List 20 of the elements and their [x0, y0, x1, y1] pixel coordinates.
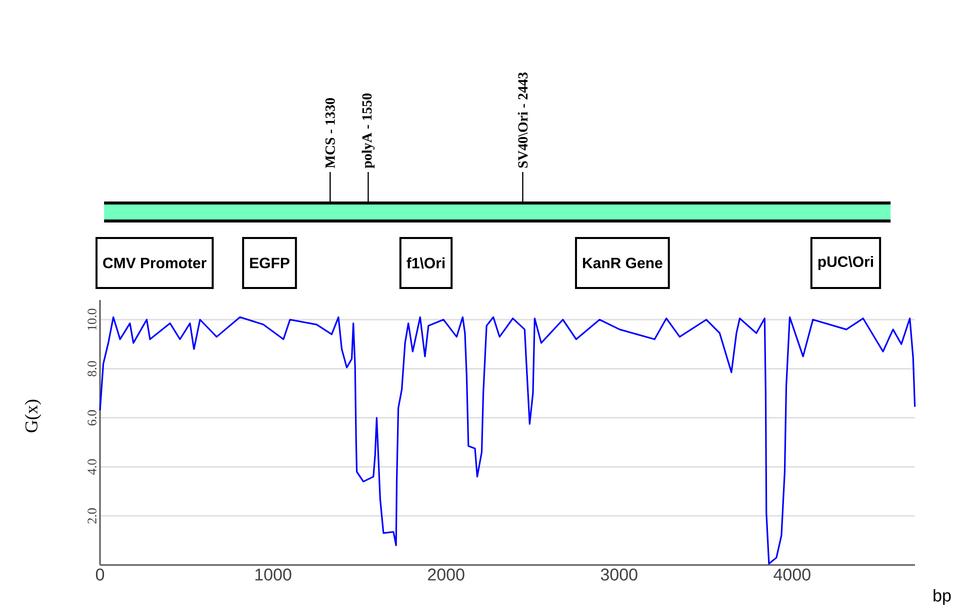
ref-line-label: SV40\Ori - 2443 — [518, 72, 528, 168]
x-tick-label: 4000 — [774, 568, 810, 581]
ref-line-label: polyA - 1550 — [362, 94, 375, 168]
text: KanR Gene — [583, 258, 662, 268]
y-tick-label: 8.0 — [88, 361, 96, 376]
x-tick-label: 0 — [96, 568, 104, 581]
text: EGFP — [250, 258, 290, 268]
y-tick-label: 10.0 — [88, 308, 96, 330]
x-tick-label: 1000 — [255, 568, 292, 581]
ref-line-label: MCS - 1330 — [325, 98, 335, 168]
y-axis-title: G(x) — [24, 400, 42, 432]
y-tick-label: 6.0 — [88, 410, 96, 426]
y-tick-label: 4.0 — [88, 459, 96, 475]
x-axis-title: bp — [934, 589, 951, 605]
x-tick-label: 2000 — [428, 568, 464, 581]
text: f1\Ori — [406, 257, 445, 269]
text: pUC\Ori — [818, 256, 873, 270]
y-tick-label: 2.0 — [88, 508, 96, 524]
x-tick-label: 3000 — [600, 568, 638, 581]
text: CMV Promoter — [103, 258, 206, 268]
